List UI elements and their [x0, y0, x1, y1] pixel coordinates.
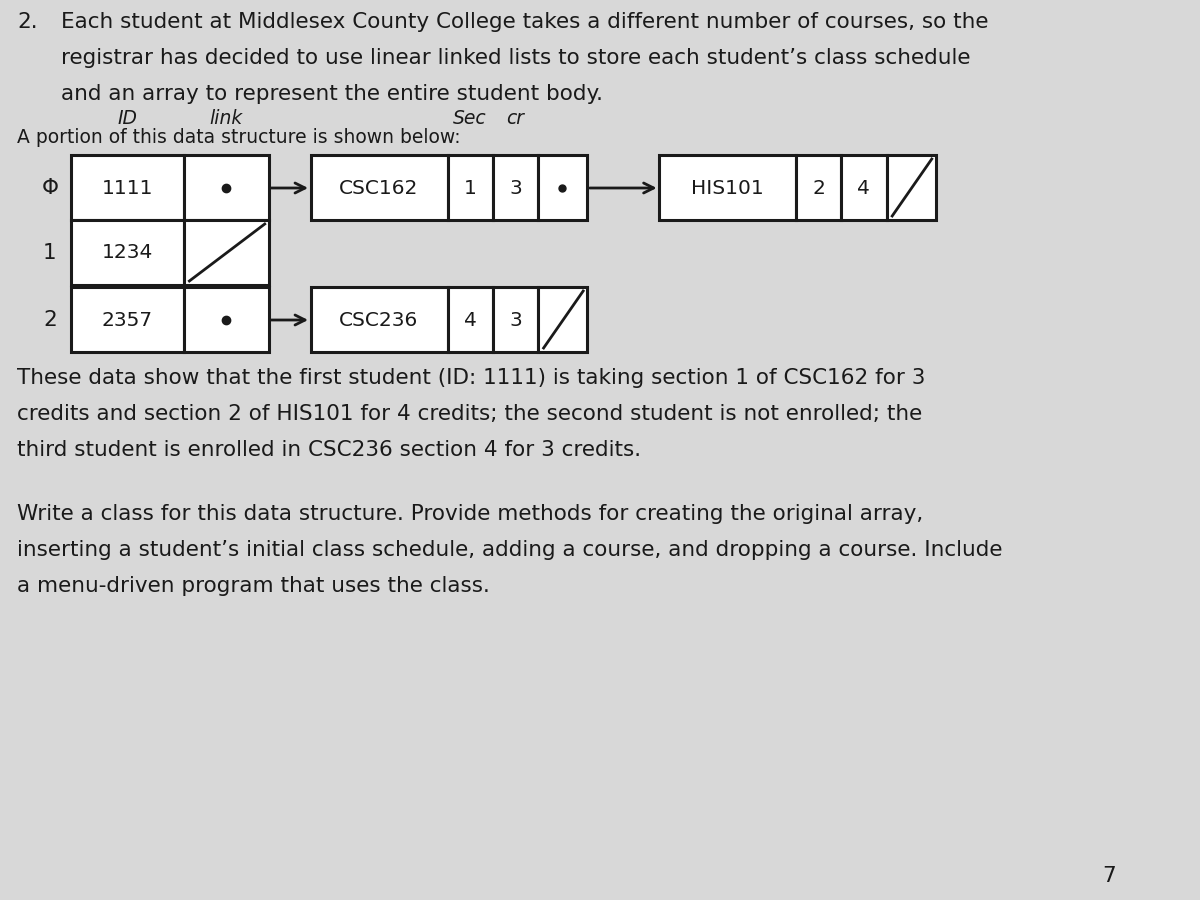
Text: 7: 7: [1103, 866, 1116, 886]
Text: 4: 4: [463, 310, 476, 329]
Text: ID: ID: [118, 109, 137, 128]
Text: Sec: Sec: [454, 109, 487, 128]
Text: CSC236: CSC236: [340, 310, 419, 329]
Text: a menu-driven program that uses the class.: a menu-driven program that uses the clas…: [17, 576, 490, 596]
Bar: [71, 287, 184, 352]
Bar: [71, 155, 184, 220]
Text: A portion of this data structure is shown below:: A portion of this data structure is show…: [17, 128, 461, 147]
Bar: [311, 287, 448, 352]
Text: 4: 4: [858, 178, 870, 197]
Bar: [311, 155, 448, 220]
Text: 3: 3: [509, 178, 522, 197]
Text: and an array to represent the entire student body.: and an array to represent the entire stu…: [61, 84, 604, 104]
Text: link: link: [210, 109, 242, 128]
Bar: [184, 220, 269, 285]
Bar: [184, 155, 269, 220]
Bar: [538, 155, 587, 220]
Text: Φ: Φ: [42, 178, 59, 198]
Bar: [448, 287, 493, 352]
Text: 2.: 2.: [17, 12, 37, 32]
Text: 1234: 1234: [102, 244, 152, 263]
Text: Write a class for this data structure. Provide methods for creating the original: Write a class for this data structure. P…: [17, 504, 923, 524]
Text: 2: 2: [43, 310, 56, 330]
Text: These data show that the first student (ID: 1111) is taking section 1 of CSC162 : These data show that the first student (…: [17, 368, 925, 388]
Text: registrar has decided to use linear linked lists to store each student’s class s: registrar has decided to use linear link…: [61, 48, 971, 68]
Text: 2: 2: [812, 178, 826, 197]
Text: 1: 1: [463, 178, 476, 197]
Bar: [493, 155, 538, 220]
Text: 1111: 1111: [102, 178, 152, 197]
Text: 3: 3: [509, 310, 522, 329]
Bar: [841, 155, 887, 220]
Text: HIS101: HIS101: [691, 178, 763, 197]
Text: inserting a student’s initial class schedule, adding a course, and dropping a co: inserting a student’s initial class sche…: [17, 540, 1002, 560]
Text: third student is enrolled in CSC236 section 4 for 3 credits.: third student is enrolled in CSC236 sect…: [17, 440, 641, 460]
Text: 1: 1: [43, 243, 56, 263]
Text: CSC162: CSC162: [340, 178, 419, 197]
Text: credits and section 2 of HIS101 for 4 credits; the second student is not enrolle: credits and section 2 of HIS101 for 4 cr…: [17, 404, 923, 424]
Bar: [448, 155, 493, 220]
Bar: [71, 220, 184, 285]
Bar: [660, 155, 796, 220]
Bar: [493, 287, 538, 352]
Text: cr: cr: [506, 109, 524, 128]
Text: 2357: 2357: [102, 310, 152, 329]
Text: Each student at Middlesex County College takes a different number of courses, so: Each student at Middlesex County College…: [61, 12, 989, 32]
Bar: [538, 287, 587, 352]
Bar: [887, 155, 936, 220]
Bar: [796, 155, 841, 220]
Bar: [184, 287, 269, 352]
